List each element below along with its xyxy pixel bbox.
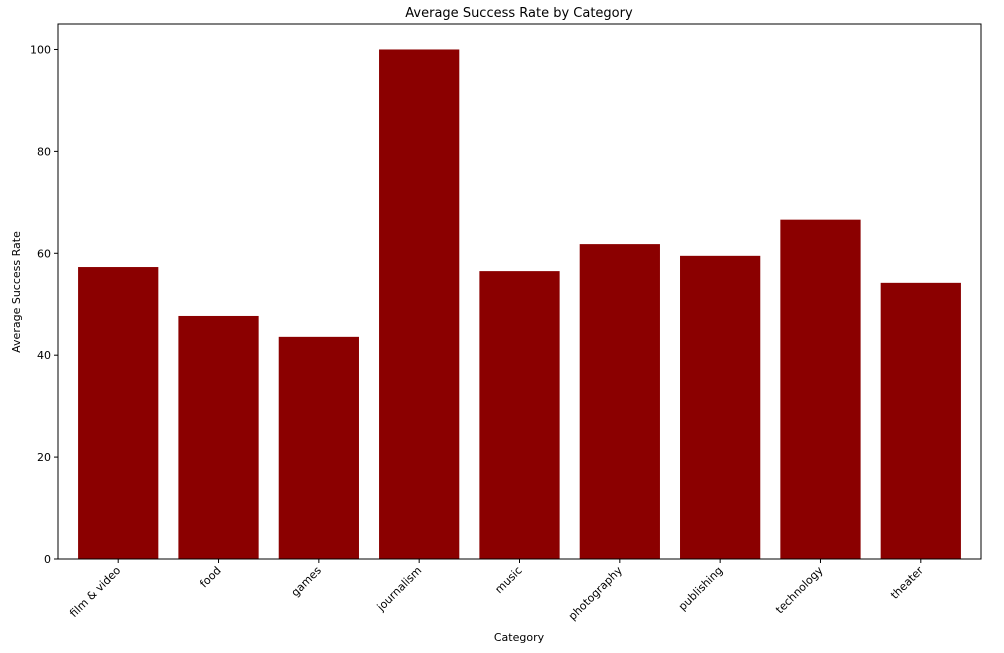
y-axis-label: Average Success Rate <box>10 231 23 353</box>
y-tick-label: 20 <box>37 451 51 464</box>
bar-music <box>479 271 560 559</box>
x-tick-label: film & video <box>67 564 123 620</box>
x-tick-label: photography <box>566 564 625 623</box>
y-tick-label: 100 <box>30 43 51 56</box>
y-tick-label: 60 <box>37 247 51 260</box>
plot-area: 0 20 40 60 80 100 film & video food games journal… <box>30 23 982 623</box>
bar-publishing <box>680 255 761 559</box>
y-tick-label: 40 <box>37 349 51 362</box>
x-tick-label: journalism <box>374 564 424 614</box>
bar-technology <box>780 219 861 559</box>
x-tick-label: publishing <box>676 564 725 613</box>
bar-photography <box>579 244 660 560</box>
x-axis-label: Category <box>494 631 545 644</box>
bar-film-video <box>78 267 159 559</box>
bar-theater <box>880 282 961 559</box>
x-tick-label: games <box>289 564 325 600</box>
y-tick-label: 80 <box>37 145 51 158</box>
chart-title: Average Success Rate by Category <box>405 6 633 21</box>
x-tick-label: music <box>492 564 524 596</box>
y-tick-label: 0 <box>44 553 51 566</box>
bar-journalism <box>379 49 460 559</box>
x-tick-label: theater <box>888 564 926 602</box>
x-tick-label: technology <box>773 564 826 617</box>
bar-food <box>178 315 259 559</box>
bar-games <box>278 336 359 559</box>
x-tick-label: food <box>197 564 223 590</box>
